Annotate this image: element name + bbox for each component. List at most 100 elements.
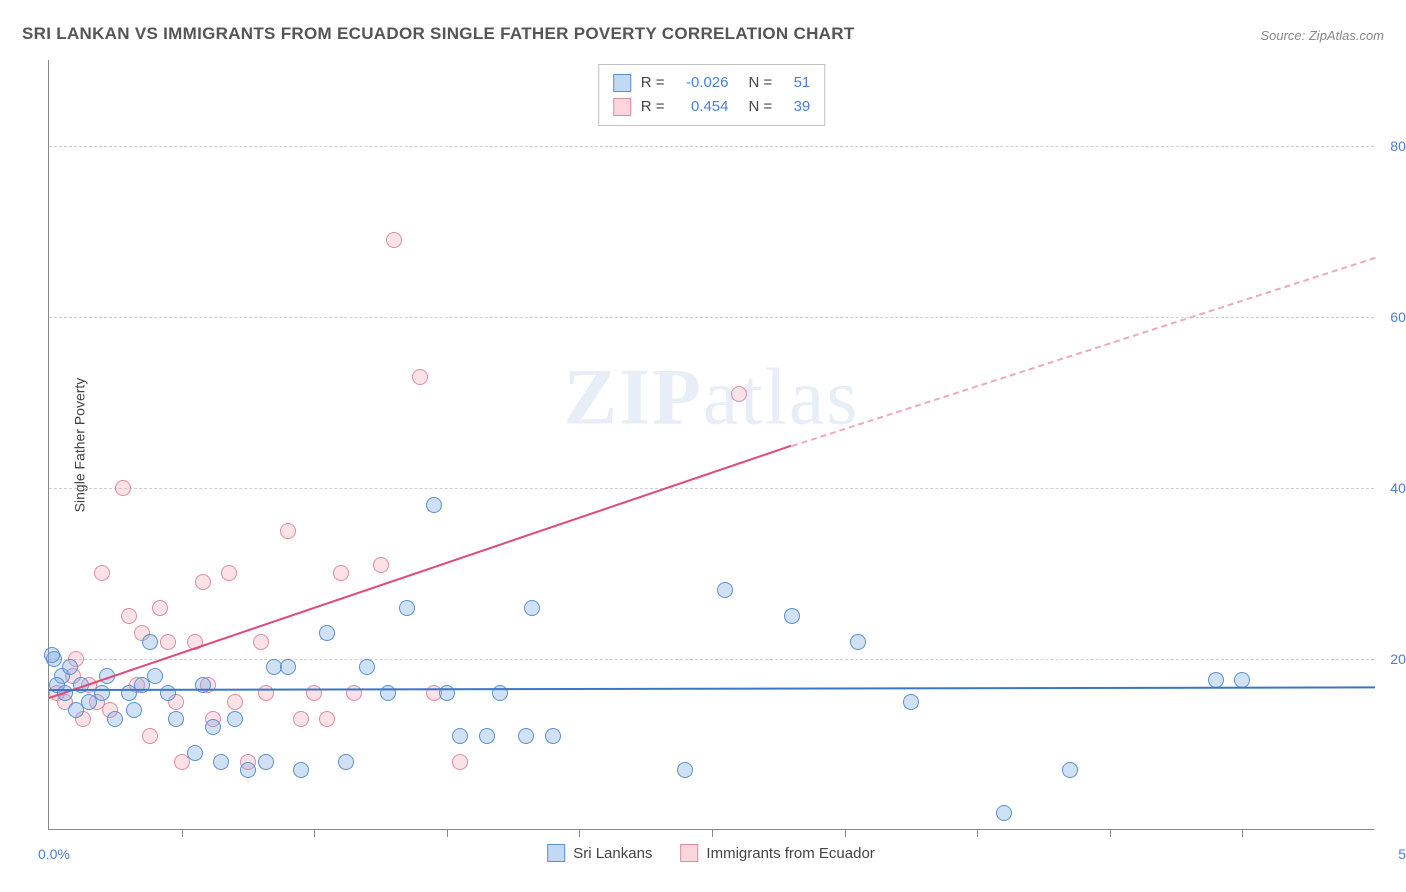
x-tick <box>845 829 846 837</box>
data-point <box>187 745 203 761</box>
data-point <box>160 634 176 650</box>
data-point <box>258 754 274 770</box>
x-tick <box>1110 829 1111 837</box>
data-point <box>94 565 110 581</box>
grid-line <box>49 317 1374 318</box>
data-point <box>121 608 137 624</box>
data-point <box>126 702 142 718</box>
data-point <box>44 647 60 663</box>
data-point <box>142 728 158 744</box>
legend-item-a: Sri Lankans <box>547 844 652 862</box>
data-point <box>227 711 243 727</box>
data-point <box>280 523 296 539</box>
data-point <box>717 582 733 598</box>
data-point <box>784 608 800 624</box>
grid-line <box>49 659 1374 660</box>
x-origin-label: 0.0% <box>38 846 70 862</box>
data-point <box>1062 762 1078 778</box>
x-tick <box>1242 829 1243 837</box>
data-point <box>426 497 442 513</box>
data-point <box>62 659 78 675</box>
n-label: N = <box>749 95 773 119</box>
y-tick-label: 20.0% <box>1390 651 1406 667</box>
data-point <box>68 702 84 718</box>
swatch-icon <box>547 844 565 862</box>
data-point <box>152 600 168 616</box>
data-point <box>293 762 309 778</box>
data-point <box>293 711 309 727</box>
data-point <box>227 694 243 710</box>
data-point <box>386 232 402 248</box>
y-tick-label: 40.0% <box>1390 480 1406 496</box>
x-tick <box>977 829 978 837</box>
data-point <box>213 754 229 770</box>
data-point <box>677 762 693 778</box>
grid-line <box>49 146 1374 147</box>
x-tick <box>712 829 713 837</box>
data-point <box>195 574 211 590</box>
y-tick-label: 80.0% <box>1390 138 1406 154</box>
data-point <box>205 719 221 735</box>
x-tick <box>579 829 580 837</box>
x-tick <box>447 829 448 837</box>
swatch-icon <box>613 98 631 116</box>
data-point <box>338 754 354 770</box>
trend-line <box>791 257 1375 447</box>
data-point <box>545 728 561 744</box>
n-value: 51 <box>782 71 810 95</box>
data-point <box>240 762 256 778</box>
data-point <box>452 728 468 744</box>
data-point <box>253 634 269 650</box>
data-point <box>107 711 123 727</box>
r-label: R = <box>641 95 665 119</box>
x-end-label: 50.0% <box>1398 846 1406 862</box>
data-point <box>280 659 296 675</box>
trend-line <box>49 686 1375 691</box>
data-point <box>160 685 176 701</box>
data-point <box>94 685 110 701</box>
chart-area: Single Father Poverty ZIPatlas R = -0.02… <box>48 60 1374 830</box>
data-point <box>333 565 349 581</box>
r-label: R = <box>641 71 665 95</box>
legend-label: Immigrants from Ecuador <box>706 845 874 862</box>
data-point <box>142 634 158 650</box>
n-value: 39 <box>782 95 810 119</box>
data-point <box>359 659 375 675</box>
data-point <box>115 480 131 496</box>
stats-box: R = -0.026 N = 51 R = 0.454 N = 39 <box>598 64 826 126</box>
data-point <box>399 600 415 616</box>
data-point <box>319 625 335 641</box>
stat-row-a: R = -0.026 N = 51 <box>613 71 811 95</box>
r-value: -0.026 <box>675 71 729 95</box>
x-tick <box>314 829 315 837</box>
data-point <box>524 600 540 616</box>
r-value: 0.454 <box>675 95 729 119</box>
data-point <box>373 557 389 573</box>
data-point <box>147 668 163 684</box>
scatter-plot: ZIPatlas R = -0.026 N = 51 R = 0.454 N =… <box>48 60 1374 830</box>
data-point <box>168 711 184 727</box>
data-point <box>221 565 237 581</box>
stat-row-b: R = 0.454 N = 39 <box>613 95 811 119</box>
data-point <box>996 805 1012 821</box>
n-label: N = <box>749 71 773 95</box>
data-point <box>319 711 335 727</box>
swatch-icon <box>680 844 698 862</box>
watermark: ZIPatlas <box>564 353 860 444</box>
legend-label: Sri Lankans <box>573 845 652 862</box>
trend-line <box>49 445 792 699</box>
data-point <box>903 694 919 710</box>
y-tick-label: 60.0% <box>1390 309 1406 325</box>
data-point <box>731 386 747 402</box>
grid-line <box>49 488 1374 489</box>
legend-item-b: Immigrants from Ecuador <box>680 844 874 862</box>
data-point <box>479 728 495 744</box>
data-point <box>452 754 468 770</box>
legend: Sri Lankans Immigrants from Ecuador <box>547 844 875 862</box>
data-point <box>258 685 274 701</box>
source-label: Source: ZipAtlas.com <box>1260 28 1384 43</box>
data-point <box>850 634 866 650</box>
data-point <box>518 728 534 744</box>
chart-title: SRI LANKAN VS IMMIGRANTS FROM ECUADOR SI… <box>22 24 855 44</box>
swatch-icon <box>613 74 631 92</box>
